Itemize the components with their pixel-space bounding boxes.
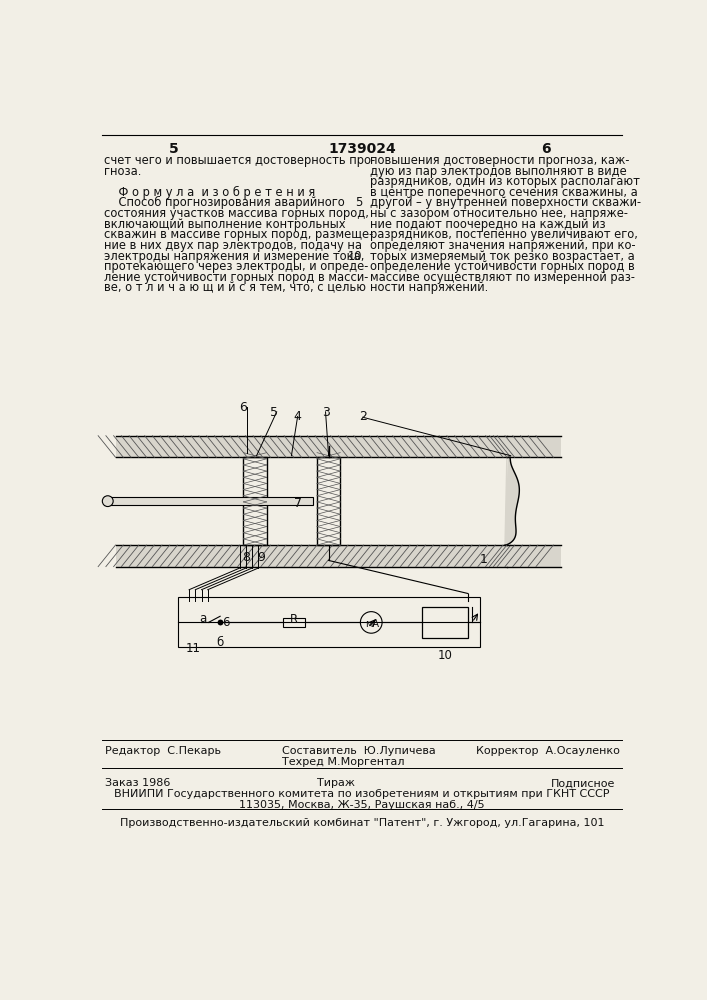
Text: 6: 6 (239, 401, 247, 414)
Text: 7: 7 (293, 497, 302, 510)
Text: разрядников, один из которых располагают: разрядников, один из которых располагают (370, 175, 640, 188)
Text: 4: 4 (293, 410, 302, 423)
Text: R: R (290, 613, 298, 626)
Polygon shape (505, 457, 520, 545)
Text: в центре поперечного сечения скважины, а: в центре поперечного сечения скважины, а (370, 186, 638, 199)
Circle shape (103, 496, 113, 507)
Text: 2: 2 (358, 410, 367, 423)
Text: 11: 11 (185, 642, 200, 655)
Text: повышения достоверности прогноза, каж-: повышения достоверности прогноза, каж- (370, 154, 629, 167)
Text: электроды напряжения и измерение тока,: электроды напряжения и измерение тока, (104, 250, 364, 263)
Bar (104, 497, 313, 505)
Text: Редактор  С.Пекарь: Редактор С.Пекарь (105, 746, 221, 756)
Text: Способ прогнозирования аварийного: Способ прогнозирования аварийного (104, 196, 344, 209)
Text: а: а (199, 612, 206, 625)
Text: 5: 5 (269, 406, 278, 419)
Bar (283, 618, 305, 627)
Text: 6: 6 (541, 142, 551, 156)
Text: определение устойчивости горных пород в: определение устойчивости горных пород в (370, 260, 634, 273)
Text: ны с зазором относительно нее, напряже-: ны с зазором относительно нее, напряже- (370, 207, 628, 220)
Text: Тираж: Тираж (317, 778, 356, 788)
Text: счет чего и повышается достоверность про-: счет чего и повышается достоверность про… (104, 154, 375, 167)
Text: разрядников, постепенно увеличивают его,: разрядников, постепенно увеличивают его, (370, 228, 638, 241)
Text: определяют значения напряжений, при ко-: определяют значения напряжений, при ко- (370, 239, 636, 252)
Bar (243, 457, 267, 545)
Text: 10: 10 (349, 250, 363, 263)
Circle shape (361, 612, 382, 633)
Text: торых измеряемый ток резко возрастает, а: торых измеряемый ток резко возрастает, а (370, 250, 634, 263)
Text: 5: 5 (169, 142, 178, 156)
Text: Ф о р м у л а  и з о б р е т е н и я: Ф о р м у л а и з о б р е т е н и я (104, 186, 315, 199)
Text: мА: мА (365, 619, 379, 629)
Bar (177, 597, 480, 647)
Text: ление устойчивости горных пород в масси-: ление устойчивости горных пород в масси- (104, 271, 368, 284)
Bar (115, 545, 507, 567)
Text: 3: 3 (322, 406, 329, 419)
Text: Корректор  А.Осауленко: Корректор А.Осауленко (476, 746, 620, 756)
Text: ние подают поочередно на каждый из: ние подают поочередно на каждый из (370, 218, 605, 231)
Text: Производственно-издательский комбинат "Патент", г. Ужгород, ул.Гагарина, 101: Производственно-издательский комбинат "П… (119, 818, 604, 828)
Text: состояния участков массива горных пород,: состояния участков массива горных пород, (104, 207, 369, 220)
Text: скважин в массиве горных пород, размеще-: скважин в массиве горных пород, размеще- (104, 228, 373, 241)
Bar (507, 545, 561, 567)
Bar (507, 436, 561, 457)
Text: б: б (216, 636, 223, 649)
Text: включающий выполнение контрольных: включающий выполнение контрольных (104, 218, 346, 231)
Text: протекающего через электроды, и опреде-: протекающего через электроды, и опреде- (104, 260, 368, 273)
Text: 8: 8 (242, 551, 250, 564)
Text: ности напряжений.: ности напряжений. (370, 281, 488, 294)
Text: ние в них двух пар электродов, подачу на: ние в них двух пар электродов, подачу на (104, 239, 362, 252)
Text: 1739024: 1739024 (328, 142, 396, 156)
Text: дую из пар электродов выполняют в виде: дую из пар электродов выполняют в виде (370, 165, 626, 178)
Bar (317, 457, 340, 545)
Text: ВНИИПИ Государственного комитета по изобретениям и открытиям при ГКНТ СССР: ВНИИПИ Государственного комитета по изоб… (115, 789, 609, 799)
Text: Составитель  Ю.Лупичева: Составитель Ю.Лупичева (282, 746, 436, 756)
Text: ве, о т л и ч а ю щ и й с я тем, что, с целью: ве, о т л и ч а ю щ и й с я тем, что, с … (104, 281, 366, 294)
Text: массиве осуществляют по измеренной раз-: массиве осуществляют по измеренной раз- (370, 271, 635, 284)
Text: 5: 5 (356, 196, 363, 209)
Text: гноза.: гноза. (104, 165, 141, 178)
Text: Техред М.Моргентал: Техред М.Моргентал (282, 757, 404, 767)
Text: Заказ 1986: Заказ 1986 (105, 778, 171, 788)
Bar (421, 607, 468, 638)
Text: 10: 10 (438, 649, 452, 662)
Text: 6: 6 (223, 616, 230, 629)
Text: 1: 1 (479, 553, 488, 566)
Text: другой – у внутренней поверхности скважи-: другой – у внутренней поверхности скважи… (370, 196, 641, 209)
Bar (115, 436, 507, 457)
Text: Подписное: Подписное (551, 778, 615, 788)
Text: 113035, Москва, Ж-35, Раушская наб., 4/5: 113035, Москва, Ж-35, Раушская наб., 4/5 (239, 800, 485, 810)
Text: 9: 9 (257, 551, 265, 564)
